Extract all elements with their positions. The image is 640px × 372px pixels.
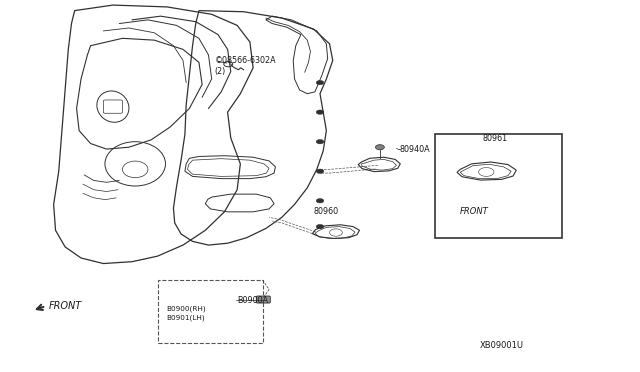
Bar (435, 134, 562, 238)
Text: FRONT: FRONT (49, 301, 83, 311)
FancyBboxPatch shape (256, 296, 270, 303)
Text: ©08566-6302A
(2): ©08566-6302A (2) (215, 56, 276, 76)
Circle shape (316, 224, 324, 229)
Circle shape (316, 140, 324, 144)
Text: XB09001U: XB09001U (480, 341, 524, 350)
Circle shape (316, 169, 324, 173)
Circle shape (316, 80, 324, 85)
Circle shape (316, 110, 324, 114)
Circle shape (316, 199, 324, 203)
Circle shape (376, 145, 385, 150)
Text: 80961: 80961 (483, 134, 508, 142)
Text: FRONT: FRONT (460, 207, 489, 217)
Bar (157, 280, 262, 343)
Text: B0900A: B0900A (237, 296, 268, 305)
Text: 80960: 80960 (314, 207, 339, 217)
Text: B0900(RH)
B0901(LH): B0900(RH) B0901(LH) (166, 306, 205, 321)
Text: 80940A: 80940A (399, 145, 430, 154)
